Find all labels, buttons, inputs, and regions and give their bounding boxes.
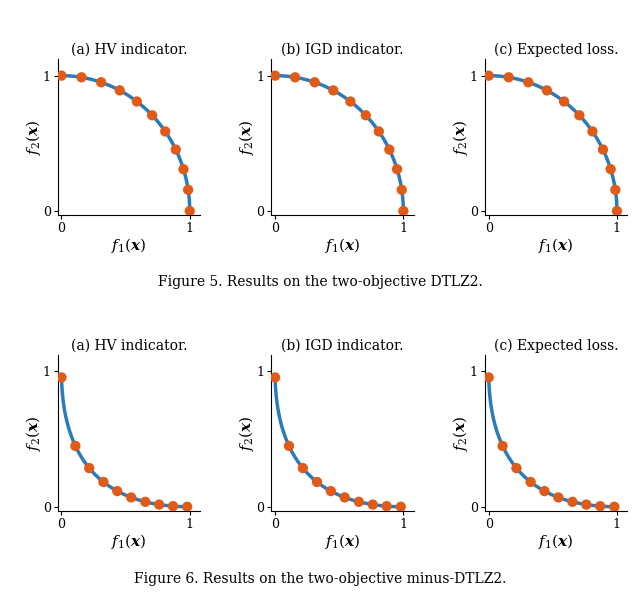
Title: (c) Expected loss.: (c) Expected loss.: [493, 42, 618, 57]
Point: [361, 110, 371, 120]
Point: [160, 127, 170, 136]
Point: [56, 372, 67, 382]
Point: [612, 206, 622, 216]
Y-axis label: $f_2(\boldsymbol{x})$: $f_2(\boldsymbol{x})$: [24, 119, 43, 155]
Point: [581, 500, 591, 509]
Point: [171, 145, 181, 154]
Point: [115, 86, 125, 95]
Point: [484, 71, 494, 80]
Point: [384, 145, 394, 154]
Point: [525, 477, 536, 486]
Point: [326, 486, 336, 496]
Point: [328, 86, 339, 95]
Point: [270, 372, 280, 382]
Point: [504, 72, 514, 82]
Title: (b) IGD indicator.: (b) IGD indicator.: [281, 339, 404, 353]
Point: [610, 185, 620, 195]
Point: [396, 502, 406, 511]
Point: [184, 206, 195, 216]
Y-axis label: $f_2(\boldsymbol{x})$: $f_2(\boldsymbol{x})$: [237, 119, 256, 155]
Point: [568, 497, 578, 507]
Point: [76, 72, 86, 82]
Point: [595, 501, 605, 511]
Point: [290, 72, 300, 82]
Point: [182, 502, 192, 511]
Point: [574, 110, 584, 120]
Title: (c) Expected loss.: (c) Expected loss.: [493, 338, 618, 353]
Point: [112, 486, 122, 496]
X-axis label: $f_1(\boldsymbol{x})$: $f_1(\boldsymbol{x})$: [324, 532, 360, 551]
Point: [310, 77, 320, 87]
Point: [56, 71, 67, 80]
Point: [346, 97, 356, 106]
Point: [392, 165, 402, 174]
Point: [126, 492, 136, 502]
Point: [354, 497, 364, 507]
Title: (b) IGD indicator.: (b) IGD indicator.: [281, 43, 404, 57]
Point: [179, 165, 189, 174]
Point: [497, 441, 508, 451]
Point: [147, 110, 157, 120]
Text: Figure 6. Results on the two-objective minus-DTLZ2.: Figure 6. Results on the two-objective m…: [134, 572, 506, 586]
Point: [511, 463, 522, 473]
Point: [168, 501, 178, 511]
Point: [96, 77, 106, 87]
Point: [559, 97, 569, 106]
Point: [588, 127, 598, 136]
Point: [140, 497, 150, 507]
Point: [340, 492, 350, 502]
X-axis label: $f_1(\boldsymbol{x})$: $f_1(\boldsymbol{x})$: [111, 236, 147, 255]
Point: [553, 492, 563, 502]
Y-axis label: $f_2(\boldsymbol{x})$: $f_2(\boldsymbol{x})$: [237, 415, 256, 451]
Point: [523, 77, 533, 87]
Point: [84, 463, 94, 473]
Point: [99, 477, 109, 486]
Point: [381, 501, 392, 511]
Point: [598, 145, 608, 154]
X-axis label: $f_1(\boldsymbol{x})$: $f_1(\boldsymbol{x})$: [111, 532, 147, 551]
X-axis label: $f_1(\boldsymbol{x})$: $f_1(\boldsymbol{x})$: [324, 236, 360, 255]
Text: Figure 5. Results on the two-objective DTLZ2.: Figure 5. Results on the two-objective D…: [157, 275, 483, 289]
Y-axis label: $f_2(\boldsymbol{x})$: $f_2(\boldsymbol{x})$: [451, 119, 470, 155]
X-axis label: $f_1(\boldsymbol{x})$: $f_1(\boldsymbol{x})$: [538, 236, 574, 255]
Point: [397, 185, 407, 195]
X-axis label: $f_1(\boldsymbol{x})$: $f_1(\boldsymbol{x})$: [538, 532, 574, 551]
Point: [484, 372, 494, 382]
Point: [542, 86, 552, 95]
Y-axis label: $f_2(\boldsymbol{x})$: $f_2(\boldsymbol{x})$: [24, 415, 43, 451]
Point: [132, 97, 142, 106]
Point: [270, 71, 280, 80]
Y-axis label: $f_2(\boldsymbol{x})$: $f_2(\boldsymbol{x})$: [451, 415, 470, 451]
Point: [367, 500, 378, 509]
Point: [609, 502, 620, 511]
Point: [540, 486, 550, 496]
Point: [298, 463, 308, 473]
Title: (a) HV indicator.: (a) HV indicator.: [70, 339, 187, 353]
Point: [374, 127, 384, 136]
Point: [284, 441, 294, 451]
Point: [183, 185, 193, 195]
Point: [605, 165, 616, 174]
Title: (a) HV indicator.: (a) HV indicator.: [70, 43, 187, 57]
Point: [70, 441, 81, 451]
Point: [312, 477, 322, 486]
Point: [154, 500, 164, 509]
Point: [398, 206, 408, 216]
